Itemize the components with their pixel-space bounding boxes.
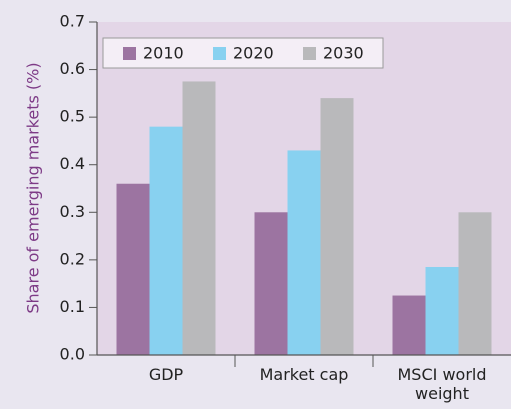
y-axis-label: Share of emerging markets (%) xyxy=(24,62,43,313)
legend-swatch xyxy=(303,47,316,60)
y-tick-label: 0.3 xyxy=(60,202,85,221)
x-tick-label: Market cap xyxy=(259,365,349,384)
y-tick-label: 0.7 xyxy=(60,12,85,31)
bar xyxy=(458,212,492,355)
legend-swatch xyxy=(123,47,136,60)
legend-label: 2010 xyxy=(143,44,184,63)
y-tick-label: 0.1 xyxy=(60,297,85,316)
bar xyxy=(116,183,150,355)
bar xyxy=(425,266,459,355)
bar xyxy=(149,126,183,356)
y-tick-label: 0.6 xyxy=(60,59,85,78)
y-tick-label: 0.4 xyxy=(60,154,85,173)
legend-box xyxy=(102,37,384,69)
bar xyxy=(320,98,354,355)
y-tick-label: 0.2 xyxy=(60,249,85,268)
bar xyxy=(254,212,288,355)
y-tick-label: 0.5 xyxy=(60,107,85,126)
x-tick-label: MSCI world weight xyxy=(397,365,487,403)
legend-label: 2020 xyxy=(233,44,274,63)
y-tick-label: 0.0 xyxy=(60,345,85,364)
legend-swatch xyxy=(213,47,226,60)
bar xyxy=(287,150,321,355)
bar xyxy=(392,295,426,355)
x-tick-label: GDP xyxy=(148,365,184,384)
bar xyxy=(182,81,216,355)
legend-label: 2030 xyxy=(323,44,364,63)
